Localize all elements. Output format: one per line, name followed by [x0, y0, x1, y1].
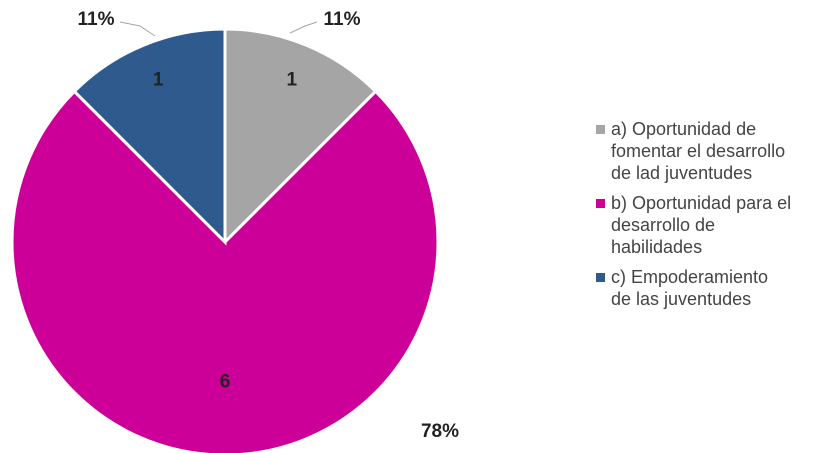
- pie-slice: [10, 89, 440, 453]
- data-label: 6: [220, 372, 231, 393]
- legend-item: b) Oportunidad para el desarrollo de hab…: [596, 192, 792, 258]
- pie-slice: [223, 27, 378, 246]
- percent-label: 78%: [421, 421, 459, 442]
- legend-swatch: [596, 125, 605, 134]
- pie-slice: [72, 27, 227, 246]
- leader-line: [119, 21, 156, 37]
- legend-item: a) Oportunidad de fomentar el desarrollo…: [596, 118, 792, 184]
- legend-swatch: [596, 273, 605, 282]
- legend-label: c) Empoderamiento de las juventudes: [611, 267, 769, 309]
- legend-item: c) Empoderamiento de las juventudes: [596, 266, 792, 310]
- legend-label: a) Oportunidad de fomentar el desarrollo…: [611, 119, 786, 183]
- data-label: 1: [153, 70, 164, 91]
- data-label: 1: [287, 70, 298, 91]
- percent-label: 11%: [78, 9, 115, 30]
- percent-label: 11%: [324, 9, 361, 30]
- legend-label: b) Oportunidad para el desarrollo de hab…: [611, 193, 792, 257]
- legend-swatch: [596, 199, 605, 208]
- legend: a) Oportunidad de fomentar el desarrollo…: [596, 118, 792, 318]
- leader-line: [289, 21, 318, 34]
